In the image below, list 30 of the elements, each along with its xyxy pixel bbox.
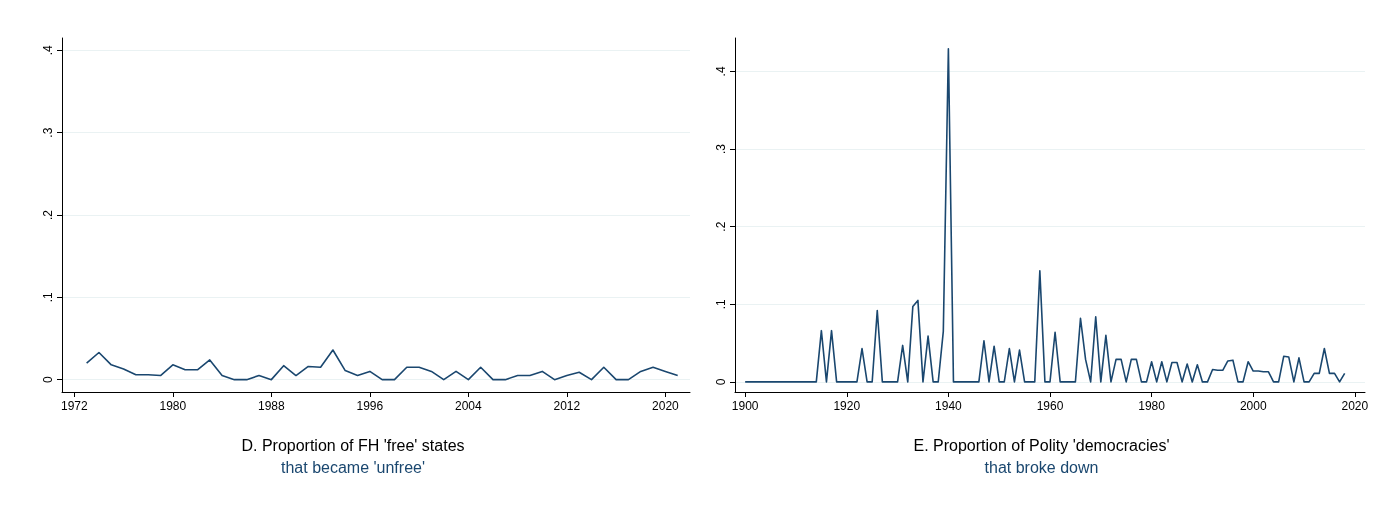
x-tick-label: 1940	[935, 399, 963, 413]
y-tick-label: 0	[714, 378, 728, 386]
y-tick-label: .3	[41, 127, 55, 138]
x-tick-label: 1980	[1138, 399, 1166, 413]
x-tick-label: 1972	[60, 399, 88, 413]
y-tick-label: .4	[41, 45, 55, 56]
text: that became 'unfree'	[281, 458, 425, 476]
line-series	[85, 349, 679, 381]
text: that broke down	[984, 458, 1099, 476]
x-tick-label: 2020	[652, 399, 680, 413]
y-tick-label: .4	[714, 66, 728, 77]
y-tick-label: .1	[714, 298, 728, 310]
x-tick-label: 2004	[455, 399, 483, 413]
y-tick-label: .2	[41, 209, 55, 221]
x-tick-label: 2020	[1341, 399, 1369, 413]
x-tick-label: 2012	[553, 399, 581, 413]
y-tick-label: .2	[714, 221, 728, 232]
y-tick-label: .3	[714, 143, 728, 155]
x-tick-label: 1960	[1036, 399, 1064, 413]
text: D. Proportion of FH 'free' states	[241, 436, 465, 454]
x-tick-label: 1980	[159, 399, 187, 413]
x-tick-label: 1900	[731, 399, 759, 413]
x-tick-label: 2000	[1239, 399, 1267, 413]
y-tick-label: .1	[41, 292, 55, 303]
text: E. Proportion of Polity 'democracies'	[913, 436, 1170, 454]
y-tick-label: 0	[41, 375, 55, 383]
line-series	[744, 48, 1346, 383]
x-tick-label: 1996	[356, 399, 384, 413]
x-tick-label: 1988	[257, 399, 285, 413]
x-tick-label: 1920	[833, 399, 861, 413]
